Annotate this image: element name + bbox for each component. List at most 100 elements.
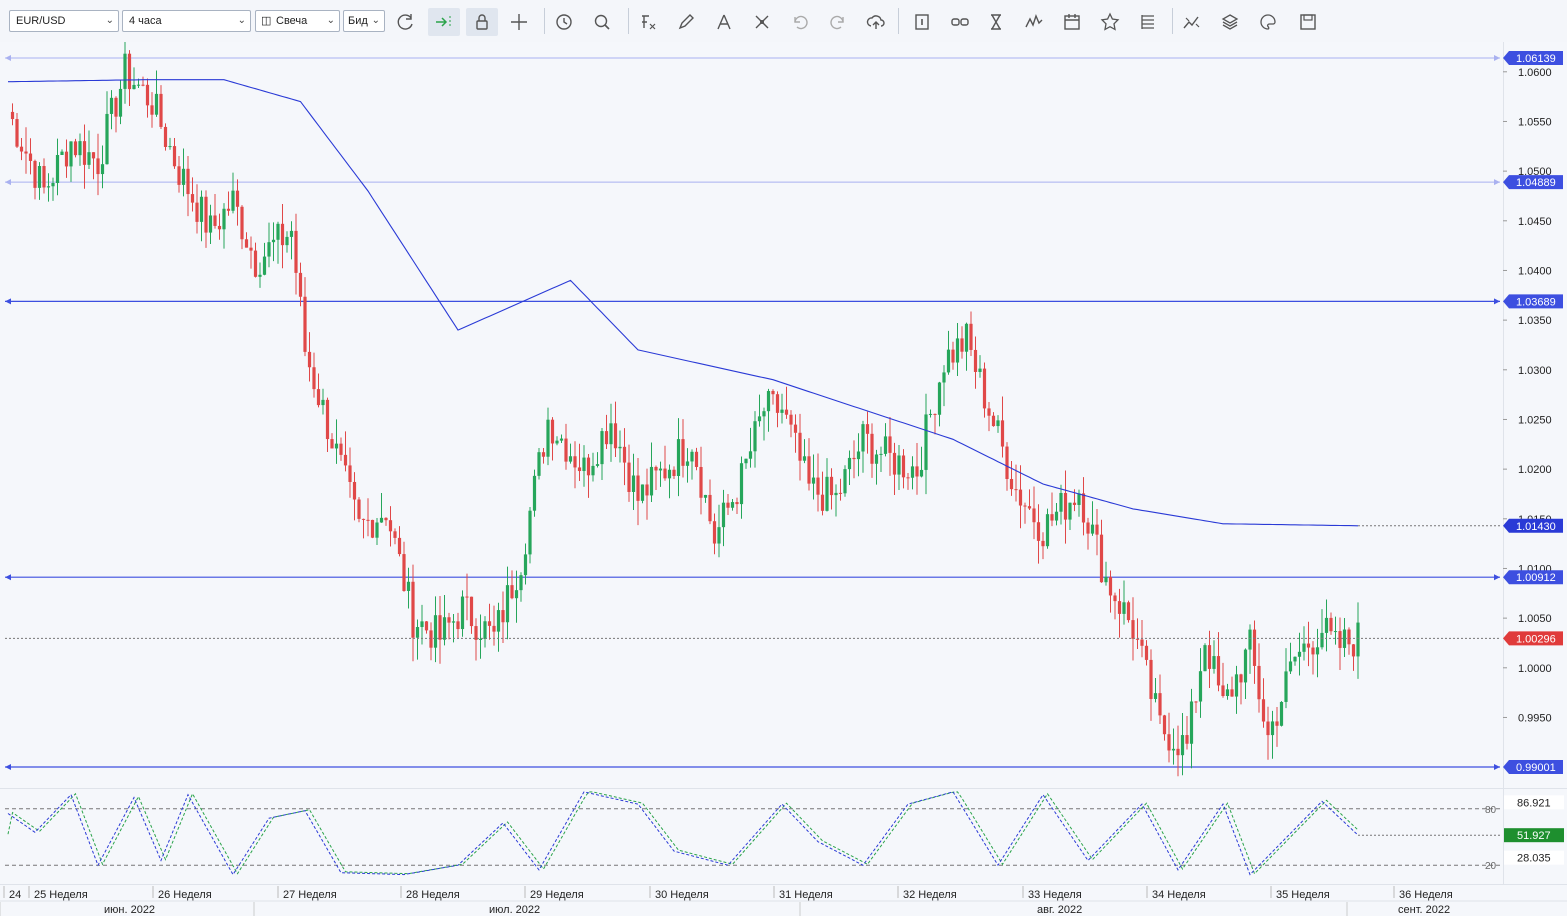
candle-body[interactable] <box>213 215 217 226</box>
candle-body[interactable] <box>649 466 654 496</box>
candle-body[interactable] <box>501 610 505 623</box>
candle-body[interactable] <box>1081 493 1086 523</box>
candle-body[interactable] <box>366 519 370 521</box>
candle-body[interactable] <box>906 477 910 479</box>
candle-body[interactable] <box>807 456 811 484</box>
candle-body[interactable] <box>712 521 717 544</box>
refresh-button[interactable] <box>389 8 421 36</box>
candle-body[interactable] <box>1158 693 1162 716</box>
candle-body[interactable] <box>663 468 667 479</box>
candle-body[interactable] <box>204 196 208 233</box>
candle-body[interactable] <box>1203 645 1207 672</box>
candle-body[interactable] <box>384 517 388 521</box>
candle-body[interactable] <box>433 615 438 648</box>
candle-body[interactable] <box>591 465 595 476</box>
candle-body[interactable] <box>132 84 136 90</box>
candle-body[interactable] <box>582 457 586 472</box>
candle-body[interactable] <box>879 453 883 455</box>
candle-body[interactable] <box>964 323 969 352</box>
candle-body[interactable] <box>730 502 735 508</box>
candle-body[interactable] <box>753 421 757 452</box>
candle-body[interactable] <box>667 469 672 479</box>
candle-body[interactable] <box>37 166 42 188</box>
candle-body[interactable] <box>1063 492 1068 520</box>
candle-body[interactable] <box>523 554 528 576</box>
candle-body[interactable] <box>249 247 253 251</box>
candle-body[interactable] <box>1095 524 1099 535</box>
candle-body[interactable] <box>978 368 982 372</box>
price-chart[interactable]: 1.0600 1.0550 1.0500 1.0450 1.0400 1.0350 1.03… <box>0 42 1567 916</box>
candle-body[interactable] <box>1090 524 1095 534</box>
candle-body[interactable] <box>420 621 424 628</box>
candle-body[interactable] <box>483 621 487 639</box>
candle-body[interactable] <box>429 630 433 648</box>
candle-body[interactable] <box>357 499 361 519</box>
candle-body[interactable] <box>546 419 550 457</box>
candle-body[interactable] <box>519 575 523 591</box>
candle-body[interactable] <box>343 454 348 466</box>
candle-body[interactable] <box>1149 659 1153 699</box>
calendar-button[interactable] <box>1056 8 1088 36</box>
candle-body[interactable] <box>127 53 132 90</box>
clock-button[interactable] <box>548 8 580 36</box>
candle-body[interactable] <box>618 446 622 449</box>
candle-body[interactable] <box>915 466 919 477</box>
candle-body[interactable] <box>1104 576 1108 583</box>
candle-body[interactable] <box>1221 685 1225 697</box>
candle-body[interactable] <box>1342 629 1347 648</box>
candle-body[interactable] <box>172 146 177 167</box>
candle-body[interactable] <box>168 146 172 148</box>
candle-body[interactable] <box>510 585 514 599</box>
candle-body[interactable] <box>897 455 901 475</box>
candle-body[interactable] <box>186 168 190 195</box>
candle-body[interactable] <box>672 469 676 477</box>
candle-body[interactable] <box>307 351 312 368</box>
candle-body[interactable] <box>1261 699 1266 722</box>
candle-body[interactable] <box>361 518 366 520</box>
candle-body[interactable] <box>289 230 294 237</box>
candle-body[interactable] <box>780 409 784 413</box>
candle-body[interactable] <box>1333 631 1338 633</box>
candle-body[interactable] <box>1167 734 1171 751</box>
candle-body[interactable] <box>1000 420 1005 447</box>
candle-body[interactable] <box>42 166 46 188</box>
candle-body[interactable] <box>1351 644 1356 657</box>
redo-button[interactable] <box>822 8 854 36</box>
candle-body[interactable] <box>946 349 951 373</box>
candle-body[interactable] <box>820 494 825 511</box>
candle-body[interactable] <box>1050 514 1054 521</box>
candle-body[interactable] <box>1099 534 1104 583</box>
candle-body[interactable] <box>888 436 892 453</box>
candle-body[interactable] <box>150 105 154 115</box>
candle-body[interactable] <box>1297 651 1302 657</box>
candle-body[interactable] <box>937 382 942 415</box>
candle-body[interactable] <box>181 168 186 185</box>
candle-body[interactable] <box>973 349 978 372</box>
candle-body[interactable] <box>55 154 60 184</box>
lock-button[interactable] <box>466 8 498 36</box>
candle-body[interactable] <box>1023 505 1027 507</box>
candle-body[interactable] <box>861 424 865 452</box>
candle-body[interactable] <box>10 111 15 120</box>
candle-body[interactable] <box>654 466 658 471</box>
candle-body[interactable] <box>568 456 573 462</box>
candle-body[interactable] <box>699 466 703 498</box>
candle-body[interactable] <box>1302 643 1306 652</box>
candle-body[interactable] <box>1311 647 1315 655</box>
timeframe-select[interactable]: 4 часа ⌄ <box>122 10 251 32</box>
candle-body[interactable] <box>82 141 87 165</box>
candle-body[interactable] <box>775 394 780 413</box>
candle-body[interactable] <box>1225 689 1230 697</box>
candle-body[interactable] <box>69 141 73 167</box>
candle-body[interactable] <box>721 502 726 528</box>
candle-body[interactable] <box>145 84 150 106</box>
symbol-select[interactable]: EUR/USD ⌄ <box>9 10 119 32</box>
undo-button[interactable] <box>784 8 816 36</box>
candle-body[interactable] <box>640 484 645 501</box>
candle-body[interactable] <box>690 451 694 462</box>
candle-body[interactable] <box>78 141 82 156</box>
candle-body[interactable] <box>438 615 442 640</box>
candle-body[interactable] <box>1018 489 1023 506</box>
candle-body[interactable] <box>631 475 636 492</box>
candle-body[interactable] <box>541 452 546 457</box>
